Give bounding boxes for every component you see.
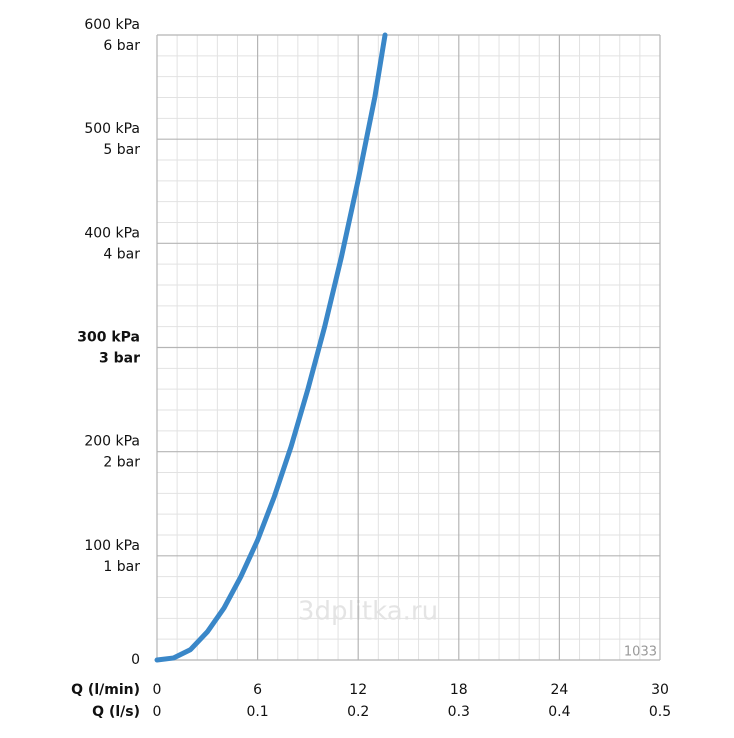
x-tick-label: 30 bbox=[651, 682, 669, 698]
curve bbox=[154, 32, 388, 663]
x2-tick-label: 0 bbox=[153, 704, 162, 720]
x2-axis-label: Q (l/s) bbox=[92, 704, 140, 720]
y-tick-label: 100 kPa bbox=[84, 538, 140, 554]
y-tick-bar-label: 6 bar bbox=[103, 38, 140, 54]
x-axis-label: Q (l/min) bbox=[71, 682, 140, 698]
y-tick-label: 500 kPa bbox=[84, 121, 140, 137]
x-tick-label: 18 bbox=[450, 682, 468, 698]
x-tick-label: 6 bbox=[253, 682, 262, 698]
x2-tick-label: 0.4 bbox=[548, 704, 570, 720]
y-tick-bar-label: 5 bar bbox=[103, 142, 140, 158]
y-tick-bar-label: 3 bar bbox=[99, 351, 140, 367]
plot: 0 6 12 18 24 30 0 0.1 0.2 0.3 0.4 0.5 0 100 kPa 1 bar 2… bbox=[77, 17, 671, 720]
x2-tick-label: 0.5 bbox=[649, 704, 671, 720]
y-tick-label: 200 kPa bbox=[84, 434, 140, 450]
x2-tick-label: 0.1 bbox=[246, 704, 268, 720]
y-tick-label: 0 bbox=[131, 652, 140, 668]
watermark: 3dplitka.ru bbox=[298, 597, 438, 627]
x-tick-label: 24 bbox=[550, 682, 568, 698]
y-tick-label: 600 kPa bbox=[84, 17, 140, 33]
y-tick-bar-label: 1 bar bbox=[103, 559, 140, 575]
y-tick-label: 400 kPa bbox=[84, 225, 140, 241]
x2-tick-label: 0.3 bbox=[448, 704, 470, 720]
y-tick-bar-label: 4 bar bbox=[103, 246, 140, 262]
x2-tick-label: 0.2 bbox=[347, 704, 369, 720]
y-tick-bar-label: 2 bar bbox=[103, 455, 140, 471]
x-tick-label: 0 bbox=[153, 682, 162, 698]
x-tick-label: 12 bbox=[349, 682, 367, 698]
y-tick-label: 300 kPa bbox=[77, 330, 140, 346]
code-label: 1033 bbox=[624, 645, 657, 660]
